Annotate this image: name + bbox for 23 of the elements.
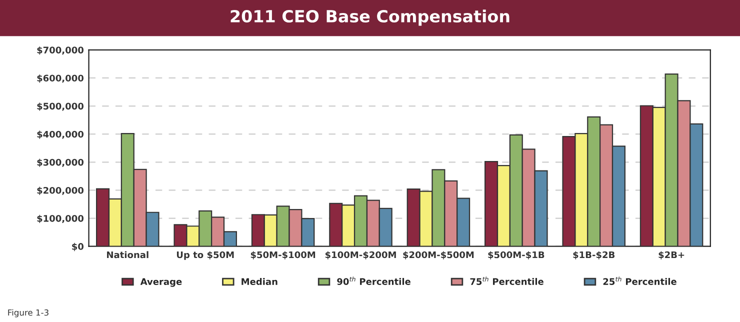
y-tick-label: $500,000 [37, 102, 84, 111]
chart-title: 2011 CEO Base Compensation [230, 10, 510, 26]
x-tick-label: $50M-$100M [250, 251, 316, 260]
y-tick-label: $0 [72, 242, 84, 252]
y-tick-label: $300,000 [37, 158, 84, 167]
x-tick-label: Up to $50M [176, 251, 234, 260]
x-tick-label: $200M-$500M [403, 251, 474, 260]
legend-label: 75$^{th}$ Percentile [470, 276, 544, 285]
y-tick-label: $400,000 [37, 130, 84, 139]
x-tick-label: $100M-$200M [325, 251, 396, 260]
legend-label: 90$^{th}$ Percentile [337, 276, 410, 285]
x-tick-label: $2B+ [658, 251, 684, 260]
legend-label: Median [242, 278, 278, 286]
legend-label: Average [140, 278, 182, 287]
y-tick-label: $100,000 [37, 214, 84, 224]
x-tick-label: $500M-$1B [488, 251, 544, 260]
legend-label: 25$^{th}$ Percentile [603, 276, 676, 285]
x-tick-label: $1B-$2B [573, 251, 615, 260]
y-tick-label: $700,000 [37, 46, 84, 55]
x-tick-label: National [107, 251, 148, 258]
y-tick-label: $200,000 [37, 186, 84, 195]
y-tick-label: $600,000 [37, 74, 84, 83]
caption: Figure 1-3 [8, 309, 48, 318]
